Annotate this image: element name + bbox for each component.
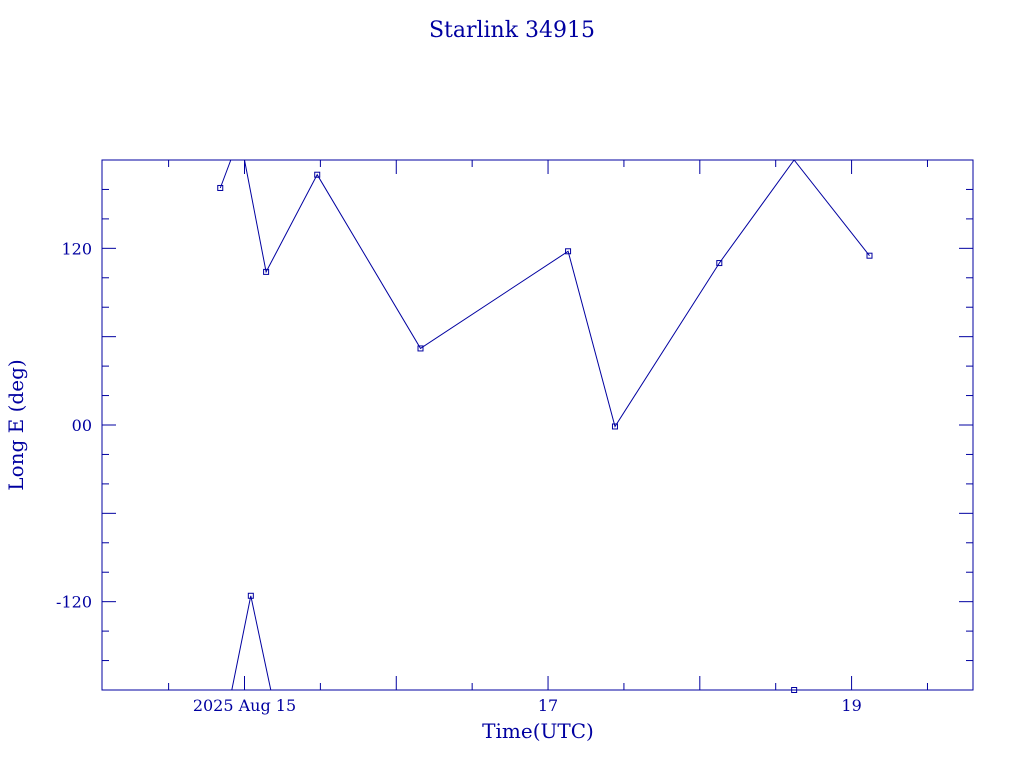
data-point bbox=[611, 423, 618, 430]
x-axis-label: Time(UTC) bbox=[482, 719, 594, 743]
series-line bbox=[793, 160, 870, 257]
x-tick-label: 19 bbox=[841, 696, 861, 715]
tick-labels: 120 00 -120 2025 Aug 15 17 19 bbox=[56, 239, 862, 715]
series-line bbox=[219, 160, 232, 189]
data-point bbox=[565, 248, 572, 255]
x-tick-label: 17 bbox=[538, 696, 558, 715]
series-lines bbox=[219, 160, 870, 690]
data-point bbox=[217, 184, 224, 191]
axis-ticks bbox=[102, 159, 973, 691]
plot-frame bbox=[101, 159, 974, 691]
data-point bbox=[314, 171, 321, 178]
data-point bbox=[791, 687, 798, 693]
y-tick-label: 00 bbox=[72, 416, 92, 435]
series-line bbox=[244, 160, 795, 428]
y-tick-label: 120 bbox=[61, 239, 92, 258]
data-point bbox=[716, 260, 723, 267]
data-point bbox=[263, 268, 270, 275]
series-line bbox=[231, 595, 272, 690]
y-tick-label: -120 bbox=[56, 593, 92, 612]
y-axis-label: Long E (deg) bbox=[4, 359, 28, 490]
x-tick-label: 2025 Aug 15 bbox=[193, 696, 296, 715]
data-point bbox=[417, 345, 424, 352]
data-point bbox=[866, 252, 873, 259]
chart-title: Starlink 34915 bbox=[429, 18, 595, 43]
series-markers bbox=[217, 171, 873, 693]
data-point bbox=[247, 592, 254, 599]
